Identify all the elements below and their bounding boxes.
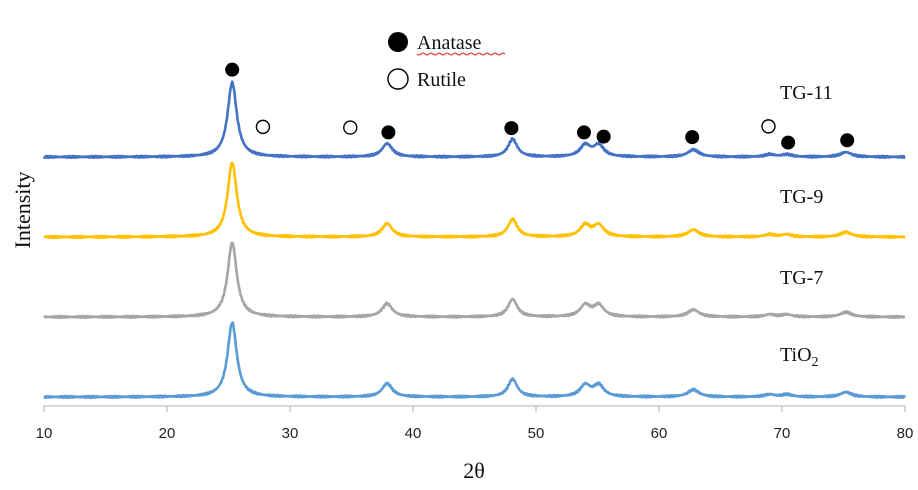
y-axis-title: Intensity — [10, 172, 35, 249]
series-layer — [42, 80, 907, 400]
anatase-marker — [781, 135, 796, 150]
legend-anatase-label: Anatase — [417, 32, 482, 54]
series-label-tg7: TG-7 — [780, 267, 823, 289]
rutile-marker — [761, 119, 776, 134]
anatase-marker — [596, 129, 611, 144]
legend-rutile-label: Rutile — [417, 69, 466, 91]
x-axis-title: 2θ — [463, 458, 485, 483]
series-line-tio — [43, 321, 907, 400]
series-line-tg11 — [42, 80, 906, 160]
x-tick-label: 40 — [405, 425, 422, 442]
x-tick-label: 50 — [528, 425, 545, 442]
legend-anatase-spellcheck-underline — [416, 52, 506, 56]
x-tick-label: 60 — [651, 425, 668, 442]
x-tick-label: 20 — [159, 425, 176, 442]
series-line-tg7 — [42, 241, 906, 320]
series-label-tio2-main: TiO — [780, 344, 812, 366]
series-line-tg9 — [43, 161, 906, 240]
anatase-marker — [381, 125, 396, 140]
anatase-marker — [225, 62, 240, 77]
series-label-tg9: TG-9 — [780, 186, 823, 208]
x-tick-label: 30 — [282, 425, 299, 442]
anatase-marker — [840, 133, 855, 148]
series-label-tio2-subscript: 2 — [812, 355, 819, 370]
anatase-marker — [685, 130, 700, 145]
marker-layer — [225, 62, 855, 150]
x-tick-label: 80 — [897, 425, 914, 442]
legend-rutile-marker — [387, 68, 409, 90]
anatase-marker — [576, 125, 591, 140]
series-label-tg11: TG-11 — [780, 82, 833, 104]
legend-anatase-marker — [388, 32, 408, 52]
x-tick-label: 10 — [36, 425, 53, 442]
series-label-tio2: TiO2 — [780, 344, 819, 370]
x-axis: 10 20 30 40 50 60 70 80 — [36, 405, 914, 442]
rutile-marker — [255, 119, 271, 135]
x-tick-label: 70 — [774, 425, 791, 442]
rutile-marker — [343, 120, 358, 135]
anatase-marker — [504, 121, 519, 136]
